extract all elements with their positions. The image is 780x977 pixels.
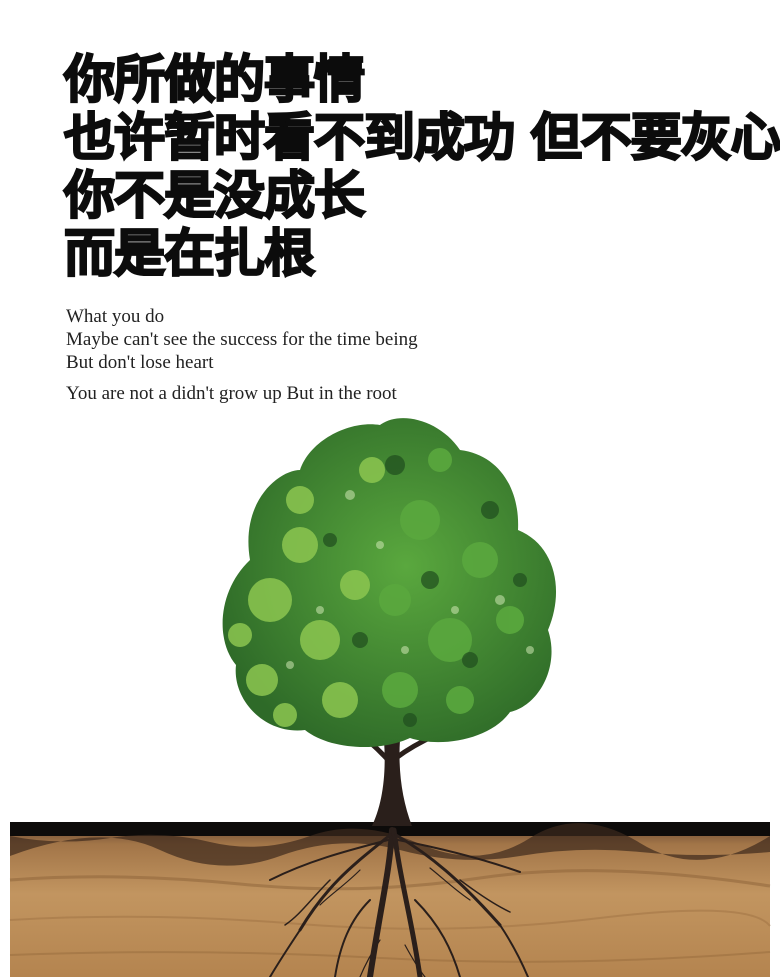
tree-crown [223, 418, 556, 747]
